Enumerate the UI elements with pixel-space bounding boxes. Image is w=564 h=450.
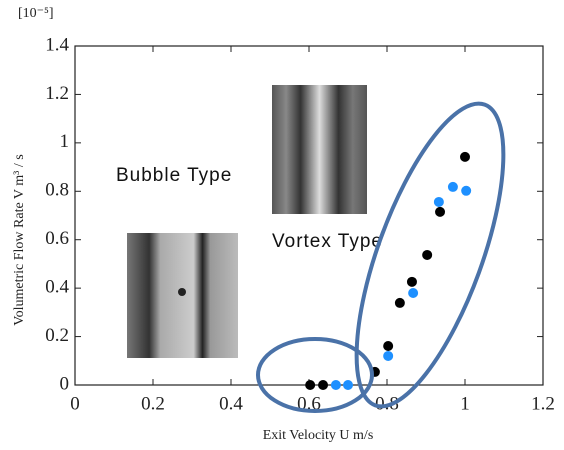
annotation: Bubble Type — [116, 165, 232, 186]
y-tick-label: 0.4 — [45, 277, 69, 298]
annotation: Vortex Type — [272, 231, 383, 252]
x-tick-label: 0 — [70, 393, 80, 414]
vortex-photo — [272, 85, 367, 214]
y-tick-label: 0.2 — [45, 325, 69, 346]
data-point — [343, 380, 353, 390]
data-point — [407, 277, 417, 287]
y-tick-label: 0.6 — [45, 228, 69, 249]
data-point — [460, 152, 470, 162]
data-point — [435, 207, 445, 217]
data-point — [395, 298, 405, 308]
y-tick-label: 0.8 — [45, 180, 69, 201]
y-unit-note: [10⁻⁵] — [18, 6, 54, 21]
y-axis-label: Volumetric Flow Rate V m³ / s — [12, 154, 27, 325]
y-tick-label: 1 — [60, 131, 70, 152]
x-tick-label: 0.4 — [219, 393, 243, 414]
bubble-in-photo — [178, 288, 186, 296]
x-tick-label: 1.2 — [531, 393, 555, 414]
data-point — [434, 197, 444, 207]
data-point — [383, 341, 393, 351]
y-tick-label: 1.2 — [45, 83, 69, 104]
y-tick-label: 1.4 — [45, 34, 69, 55]
data-point — [318, 380, 328, 390]
x-axis-label: Exit Velocity U m/s — [263, 428, 374, 443]
data-point — [422, 250, 432, 260]
chart: [10⁻⁵] Bubble Type Vortex Type Exit Velo… — [0, 0, 564, 450]
data-point — [448, 182, 458, 192]
data-point — [383, 351, 393, 361]
x-tick-label: 0.2 — [141, 393, 165, 414]
data-point — [331, 380, 341, 390]
data-point — [305, 380, 315, 390]
y-tick-label: 0 — [60, 373, 70, 394]
data-point — [408, 288, 418, 298]
data-point — [461, 186, 471, 196]
x-tick-label: 1 — [460, 393, 470, 414]
